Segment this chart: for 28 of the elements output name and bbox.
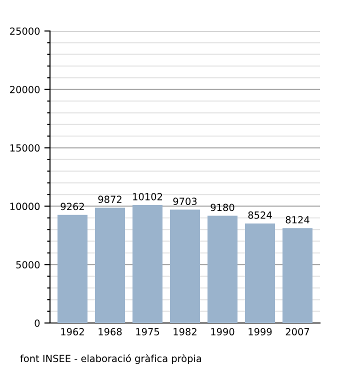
bar xyxy=(282,228,312,323)
bar xyxy=(132,205,162,323)
y-tick-label: 10000 xyxy=(10,202,40,210)
y-tick-label: 25000 xyxy=(10,27,40,35)
data-label: 9703 xyxy=(173,198,197,206)
x-tick-label: 1968 xyxy=(98,328,122,336)
x-tick-label: 1999 xyxy=(248,328,272,336)
x-tick-label: 1975 xyxy=(136,328,160,336)
bar xyxy=(58,214,88,323)
y-tick-label: 15000 xyxy=(10,144,40,152)
data-label: 9872 xyxy=(98,196,122,204)
data-label: 9262 xyxy=(60,202,84,210)
bar xyxy=(95,208,125,323)
text: font INSEE - elaboració gràfica pròpia xyxy=(20,354,202,364)
bar xyxy=(170,210,200,323)
data-label: 9180 xyxy=(210,204,234,212)
data-label: 8124 xyxy=(286,216,310,224)
x-tick-label: 1982 xyxy=(174,328,196,336)
y-tick-label: 5000 xyxy=(16,261,40,268)
x-tick-label: 1990 xyxy=(211,328,234,336)
x-tick-label: 1962 xyxy=(61,328,84,336)
data-label: 10102 xyxy=(133,192,162,200)
x-tick-label: 2007 xyxy=(286,328,310,336)
bar xyxy=(245,223,275,323)
y-tick-label: 0 xyxy=(34,319,40,327)
bar xyxy=(208,216,238,323)
y-tick-label: 20000 xyxy=(10,86,40,94)
data-label: 8524 xyxy=(248,211,272,219)
